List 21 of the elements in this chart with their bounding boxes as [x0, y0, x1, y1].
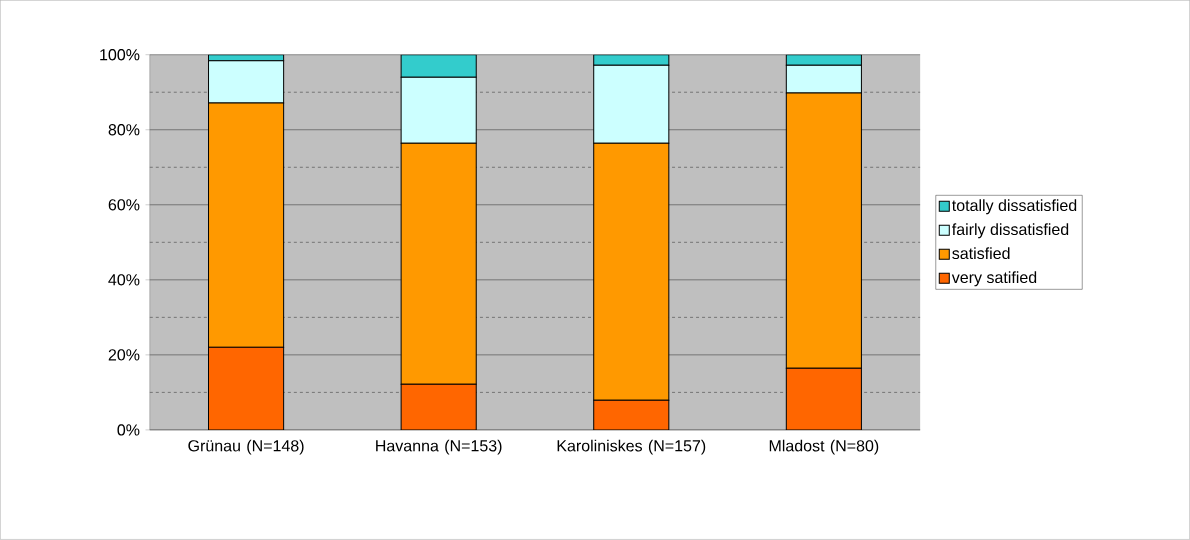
- y-tick-label: 20%: [108, 349, 140, 361]
- bar: [593, 399, 670, 431]
- bar: [208, 347, 285, 431]
- y-tick-label: 0%: [117, 424, 140, 436]
- legend-label: satisfied: [952, 247, 1010, 260]
- bar: [785, 54, 862, 66]
- bar: [400, 54, 477, 78]
- x-tick-label: Havanna (N=153): [376, 439, 502, 455]
- bar: [593, 54, 670, 66]
- legend-label: very satified: [951, 271, 1037, 287]
- bar: [785, 368, 862, 431]
- y-tick-label: 100%: [100, 49, 140, 61]
- y-tick-label: 40%: [108, 274, 140, 286]
- x-tick-label: Mladost (N=80): [769, 439, 879, 455]
- y-tick-label: 80%: [108, 124, 140, 136]
- x-tick-label: Karoliniskes (N=157): [557, 439, 706, 455]
- x-tick-label: Grünau (N=148): [188, 439, 304, 455]
- bar: [400, 383, 477, 431]
- y-tick-label: 60%: [108, 199, 140, 211]
- legend-label: fairly dissatisfied: [952, 223, 1069, 239]
- legend-label: totally dissatisfied: [952, 199, 1077, 215]
